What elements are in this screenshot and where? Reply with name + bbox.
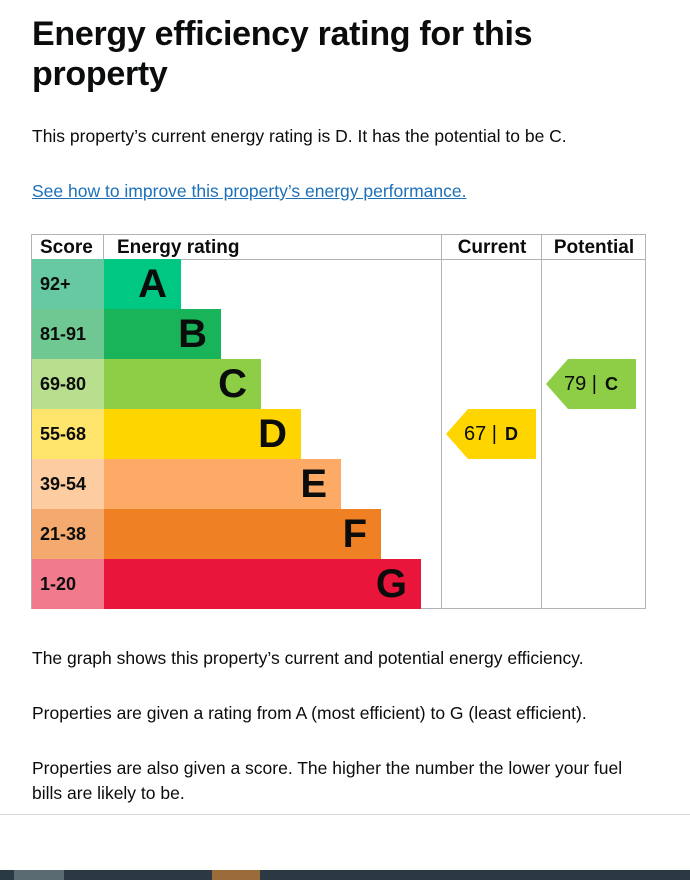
current-header: Current — [457, 237, 527, 258]
score-range-a: 92+ — [32, 259, 104, 309]
current-rating-arrow-letter: D — [505, 424, 518, 444]
header-divider — [32, 259, 645, 260]
band-b: B — [104, 309, 221, 359]
current-column-divider — [441, 235, 442, 608]
band-g: G — [104, 559, 421, 609]
current-rating-arrow-value: 67 | — [464, 423, 497, 445]
band-e: E — [104, 459, 341, 509]
score-range-b: 81-91 — [32, 309, 104, 359]
score-note: Properties are also given a score. The h… — [32, 758, 623, 803]
band-c: C — [104, 359, 261, 409]
potential-rating-arrow: 79 | C — [546, 359, 636, 409]
graph-note: The graph shows this property’s current … — [32, 648, 584, 668]
energy-rating-header: Energy rating — [117, 237, 240, 258]
score-range-g: 1-20 — [32, 559, 104, 609]
band-a: A — [104, 259, 181, 309]
page-title: Energy efficiency rating for this proper… — [32, 15, 533, 93]
score-range-f: 21-38 — [32, 509, 104, 559]
toolbar-segment — [14, 870, 64, 880]
rating-scale-note: Properties are given a rating from A (mo… — [32, 703, 587, 723]
score-range-d: 55-68 — [32, 409, 104, 459]
score-range-c: 69-80 — [32, 359, 104, 409]
toolbar-segment — [212, 870, 260, 880]
energy-rating-chart: Score Energy rating Current Potential 92… — [31, 234, 646, 609]
current-rating-arrow: 67 | D — [446, 409, 536, 459]
improve-energy-performance-link[interactable]: See how to improve this property’s energ… — [32, 181, 467, 201]
band-d: D — [104, 409, 301, 459]
score-header: Score — [40, 237, 93, 258]
potential-column-divider — [541, 235, 542, 608]
footer-divider — [0, 814, 690, 815]
band-f: F — [104, 509, 381, 559]
score-range-e: 39-54 — [32, 459, 104, 509]
potential-rating-arrow-value: 79 | — [564, 373, 597, 395]
potential-header: Potential — [553, 237, 635, 258]
current-rating-summary: This property’s current energy rating is… — [32, 126, 567, 146]
potential-rating-arrow-letter: C — [605, 374, 618, 394]
bottom-toolbar — [0, 870, 690, 880]
